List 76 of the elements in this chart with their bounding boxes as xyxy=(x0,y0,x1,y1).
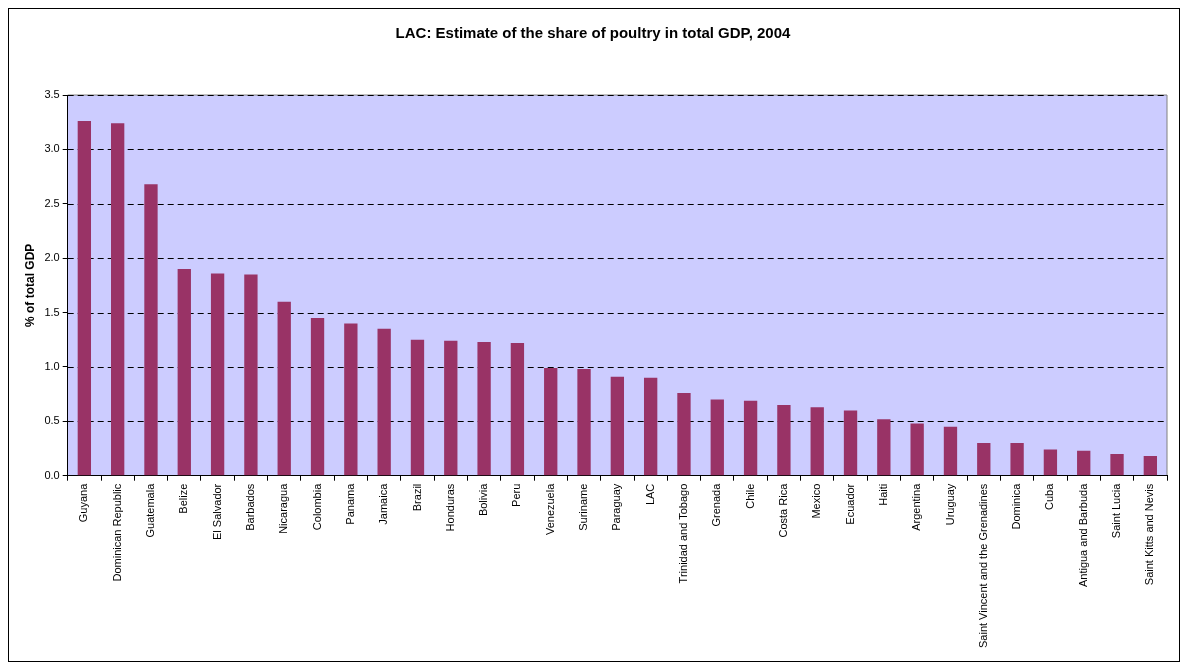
x-tick-label: LAC xyxy=(643,483,656,506)
bar xyxy=(743,400,758,476)
x-tick-label: Chile xyxy=(743,483,756,509)
x-tick-label: Nicaragua xyxy=(277,482,290,534)
x-tick-label: Antigua and Barbuda xyxy=(1076,482,1089,588)
x-tick-label: Belize xyxy=(177,483,190,514)
x-tick-label: Trinidad and Tobago xyxy=(677,483,689,584)
bar xyxy=(977,443,991,476)
x-tick-label: Bolivia xyxy=(477,482,490,517)
x-tick-label: El Salvador xyxy=(210,483,223,540)
x-tick-label: Costa Rica xyxy=(776,482,789,538)
bar xyxy=(677,393,691,476)
bar xyxy=(144,184,158,476)
y-tick-label: 1.0 xyxy=(44,359,60,372)
bar xyxy=(344,323,358,476)
bar xyxy=(710,399,724,476)
x-tick-label: Panama xyxy=(343,482,356,525)
bar xyxy=(77,121,92,476)
bar xyxy=(410,339,425,476)
x-tick-label: Dominica xyxy=(1010,482,1023,530)
x-tick-label: Paraguay xyxy=(610,483,623,531)
y-tick-label: 3.0 xyxy=(44,142,60,155)
x-tick-label: Grenada xyxy=(710,482,723,527)
bar xyxy=(1143,456,1158,476)
bar xyxy=(1043,449,1058,476)
x-tick-label: Cuba xyxy=(1043,482,1056,510)
bar xyxy=(843,410,858,476)
bar xyxy=(1010,443,1024,476)
chart-title: LAC: Estimate of the share of poultry in total GDP, 2004 xyxy=(395,24,792,42)
x-tick-label: Guatemala xyxy=(144,482,156,538)
x-tick-label: Dominican Republic xyxy=(110,483,123,582)
x-tick-label: Suriname xyxy=(577,483,590,531)
bar xyxy=(544,368,558,476)
y-tick-label: 1.5 xyxy=(44,305,60,318)
bar xyxy=(777,405,791,476)
x-tick-label: Colombia xyxy=(310,482,323,531)
bar xyxy=(1077,450,1091,476)
x-tick-label: Guyana xyxy=(77,482,90,523)
x-tick-label: Argentina xyxy=(910,482,923,531)
bar xyxy=(610,376,625,476)
x-tick-label: Mexico xyxy=(810,483,823,519)
x-tick-label: Barbados xyxy=(243,483,256,531)
bar xyxy=(810,407,824,476)
bar xyxy=(244,274,258,476)
bar xyxy=(444,340,458,476)
bar xyxy=(943,426,958,476)
bar xyxy=(910,423,924,476)
bar xyxy=(1110,453,1124,476)
bar xyxy=(477,341,491,476)
y-axis-title: % of total GDP xyxy=(22,243,37,328)
x-tick-label: Ecuador xyxy=(843,483,856,525)
bar xyxy=(877,419,891,476)
bar xyxy=(277,301,291,476)
y-tick-label: 2.0 xyxy=(44,251,60,264)
bar xyxy=(310,317,325,476)
bar xyxy=(111,123,125,476)
bar xyxy=(510,343,525,476)
bar xyxy=(644,377,658,476)
y-tick-label: 2.5 xyxy=(44,196,60,209)
x-tick-label: Honduras xyxy=(443,483,456,532)
x-tick-label: Haiti xyxy=(876,483,889,506)
bar xyxy=(210,273,225,476)
x-tick-label: Jamaica xyxy=(377,482,390,525)
x-tick-label: Saint Vincent and the Grenadines xyxy=(976,483,989,649)
x-tick-label: Uruguay xyxy=(943,483,956,526)
x-tick-label: Brazil xyxy=(410,483,423,512)
y-tick-label: 0.0 xyxy=(44,468,60,481)
bar xyxy=(577,369,591,476)
x-tick-label: Saint Kitts and Nevis xyxy=(1143,483,1156,586)
bar xyxy=(377,328,391,476)
x-tick-label: Peru xyxy=(510,483,523,507)
bar xyxy=(177,269,191,476)
x-tick-label: Saint Lucia xyxy=(1110,482,1123,539)
y-tick-label: 0.5 xyxy=(44,414,60,427)
x-tick-label: Venezuela xyxy=(543,482,556,536)
y-tick-label: 3.5 xyxy=(44,88,60,101)
